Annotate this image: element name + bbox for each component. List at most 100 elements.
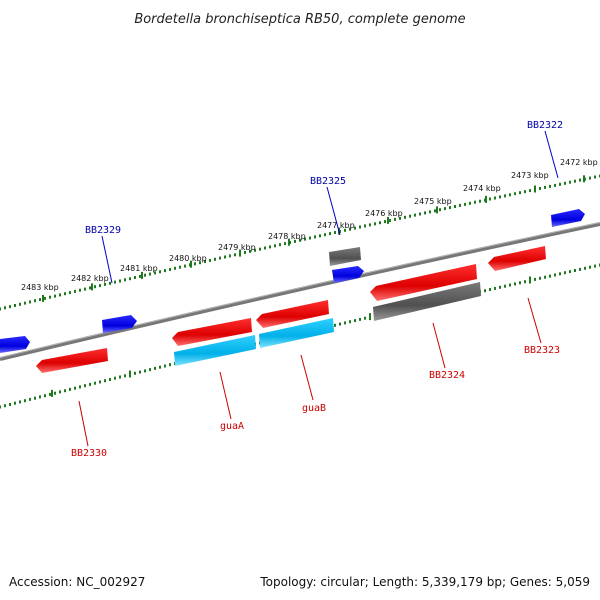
minor-tick	[464, 202, 466, 206]
minor-tick	[79, 385, 81, 389]
gene-label-bb2322[interactable]: BB2322	[527, 120, 563, 131]
gene-label-bb2324[interactable]: BB2324	[429, 370, 465, 381]
minor-tick	[69, 291, 71, 295]
minor-tick	[24, 399, 26, 403]
minor-tick	[359, 225, 361, 229]
minor-tick	[149, 272, 151, 276]
gene-label-guaB[interactable]: guaB	[302, 403, 326, 414]
scale-label: 2481 kbp	[120, 264, 158, 273]
major-tick	[239, 249, 241, 257]
minor-tick	[249, 249, 251, 253]
gene-arrow[interactable]	[256, 300, 329, 328]
leader-line	[326, 186, 341, 236]
gene-arrow[interactable]	[0, 336, 30, 353]
major-tick	[436, 206, 438, 214]
minor-tick	[244, 251, 246, 254]
minor-tick	[9, 403, 11, 406]
gene-arrow[interactable]	[174, 335, 256, 366]
minor-tick	[139, 274, 141, 278]
gene-arrow[interactable]	[329, 247, 361, 266]
minor-tick	[59, 293, 61, 297]
leader-line	[432, 322, 446, 369]
minor-tick	[504, 194, 506, 198]
gene-arrow[interactable]	[373, 282, 481, 321]
scale-labels: 2472 kbp 2473 kbp 2474 kbp 2475 kbp 2476…	[21, 158, 598, 292]
major-tick	[141, 271, 143, 279]
major-tick	[129, 370, 131, 378]
gene-label-guaA[interactable]: guaA	[220, 421, 244, 432]
minor-tick	[354, 319, 356, 323]
minor-tick	[294, 239, 296, 243]
minor-tick	[19, 400, 21, 404]
major-tick	[369, 313, 371, 321]
label-leaders	[78, 130, 559, 447]
gene-arrow[interactable]	[36, 348, 108, 373]
gene-label-bb2329[interactable]: BB2329	[85, 225, 121, 236]
minor-tick	[539, 276, 541, 280]
scale-label: 2480 kbp	[169, 254, 207, 263]
leader-line	[544, 130, 559, 179]
gene-arrow[interactable]	[102, 315, 137, 333]
minor-tick	[169, 268, 171, 271]
minor-tick	[4, 306, 6, 310]
minor-tick	[259, 247, 261, 251]
minor-tick	[339, 322, 341, 326]
gene-arrow[interactable]	[259, 318, 334, 348]
minor-tick	[574, 269, 576, 272]
gene-label-bb2323[interactable]: BB2323	[524, 345, 560, 356]
gene-labels: BB2322 BB2325 BB2329 BB2323 BB2324 guaA …	[71, 120, 563, 459]
minor-tick	[129, 277, 131, 281]
minor-tick	[199, 261, 201, 265]
minor-tick	[494, 196, 496, 200]
minor-tick	[549, 184, 551, 188]
minor-tick	[154, 366, 156, 370]
gene-label-bb2330[interactable]: BB2330	[71, 448, 107, 459]
minor-tick	[49, 392, 51, 396]
minor-tick	[344, 321, 346, 325]
minor-tick	[304, 237, 306, 241]
minor-tick	[359, 317, 361, 321]
genome-backbone	[0, 222, 600, 361]
minor-tick	[544, 185, 546, 189]
gene-arrow[interactable]	[370, 264, 477, 301]
gene-arrow[interactable]	[488, 246, 546, 271]
minor-tick	[49, 295, 51, 299]
minor-tick	[34, 396, 36, 400]
major-tick	[190, 260, 192, 268]
minor-tick	[274, 244, 276, 248]
minor-tick	[484, 289, 486, 293]
gene-arrow[interactable]	[172, 318, 252, 346]
minor-tick	[544, 275, 546, 279]
minor-tick	[269, 245, 271, 249]
minor-tick	[29, 300, 31, 304]
gene-label-bb2325[interactable]: BB2325	[310, 176, 346, 187]
minor-tick	[354, 226, 356, 230]
gene-arrow[interactable]	[332, 266, 364, 283]
major-tick	[485, 195, 487, 203]
minor-tick	[224, 255, 226, 259]
minor-tick	[414, 213, 416, 217]
major-tick	[583, 175, 585, 183]
scale-label: 2479 kbp	[218, 243, 256, 252]
minor-tick	[4, 404, 6, 408]
minor-tick	[364, 316, 366, 320]
minor-tick	[514, 192, 516, 196]
minor-tick	[334, 231, 336, 234]
minor-tick	[99, 284, 101, 288]
minor-tick	[174, 266, 176, 270]
minor-tick	[144, 369, 146, 373]
minor-tick	[209, 258, 211, 262]
gene-arrow[interactable]	[551, 209, 585, 227]
minor-tick	[409, 214, 411, 218]
minor-tick	[559, 182, 561, 186]
minor-tick	[589, 265, 591, 269]
major-tick	[387, 216, 389, 224]
minor-tick	[159, 365, 161, 369]
minor-tick	[124, 374, 126, 378]
minor-tick	[0, 405, 1, 409]
minor-tick	[394, 217, 396, 221]
minor-tick	[29, 397, 31, 401]
minor-tick	[494, 286, 496, 290]
minor-tick	[94, 381, 96, 385]
minor-tick	[229, 254, 231, 258]
